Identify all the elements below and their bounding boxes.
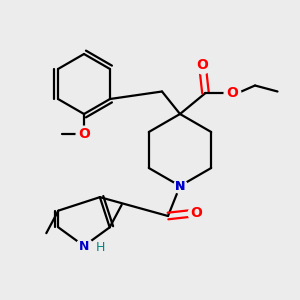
- Text: O: O: [190, 206, 202, 220]
- Text: O: O: [196, 58, 208, 71]
- Text: N: N: [175, 179, 185, 193]
- Text: H: H: [96, 241, 105, 254]
- Text: N: N: [175, 179, 185, 193]
- Text: O: O: [78, 127, 90, 140]
- Text: N: N: [79, 239, 89, 253]
- Text: O: O: [226, 86, 238, 100]
